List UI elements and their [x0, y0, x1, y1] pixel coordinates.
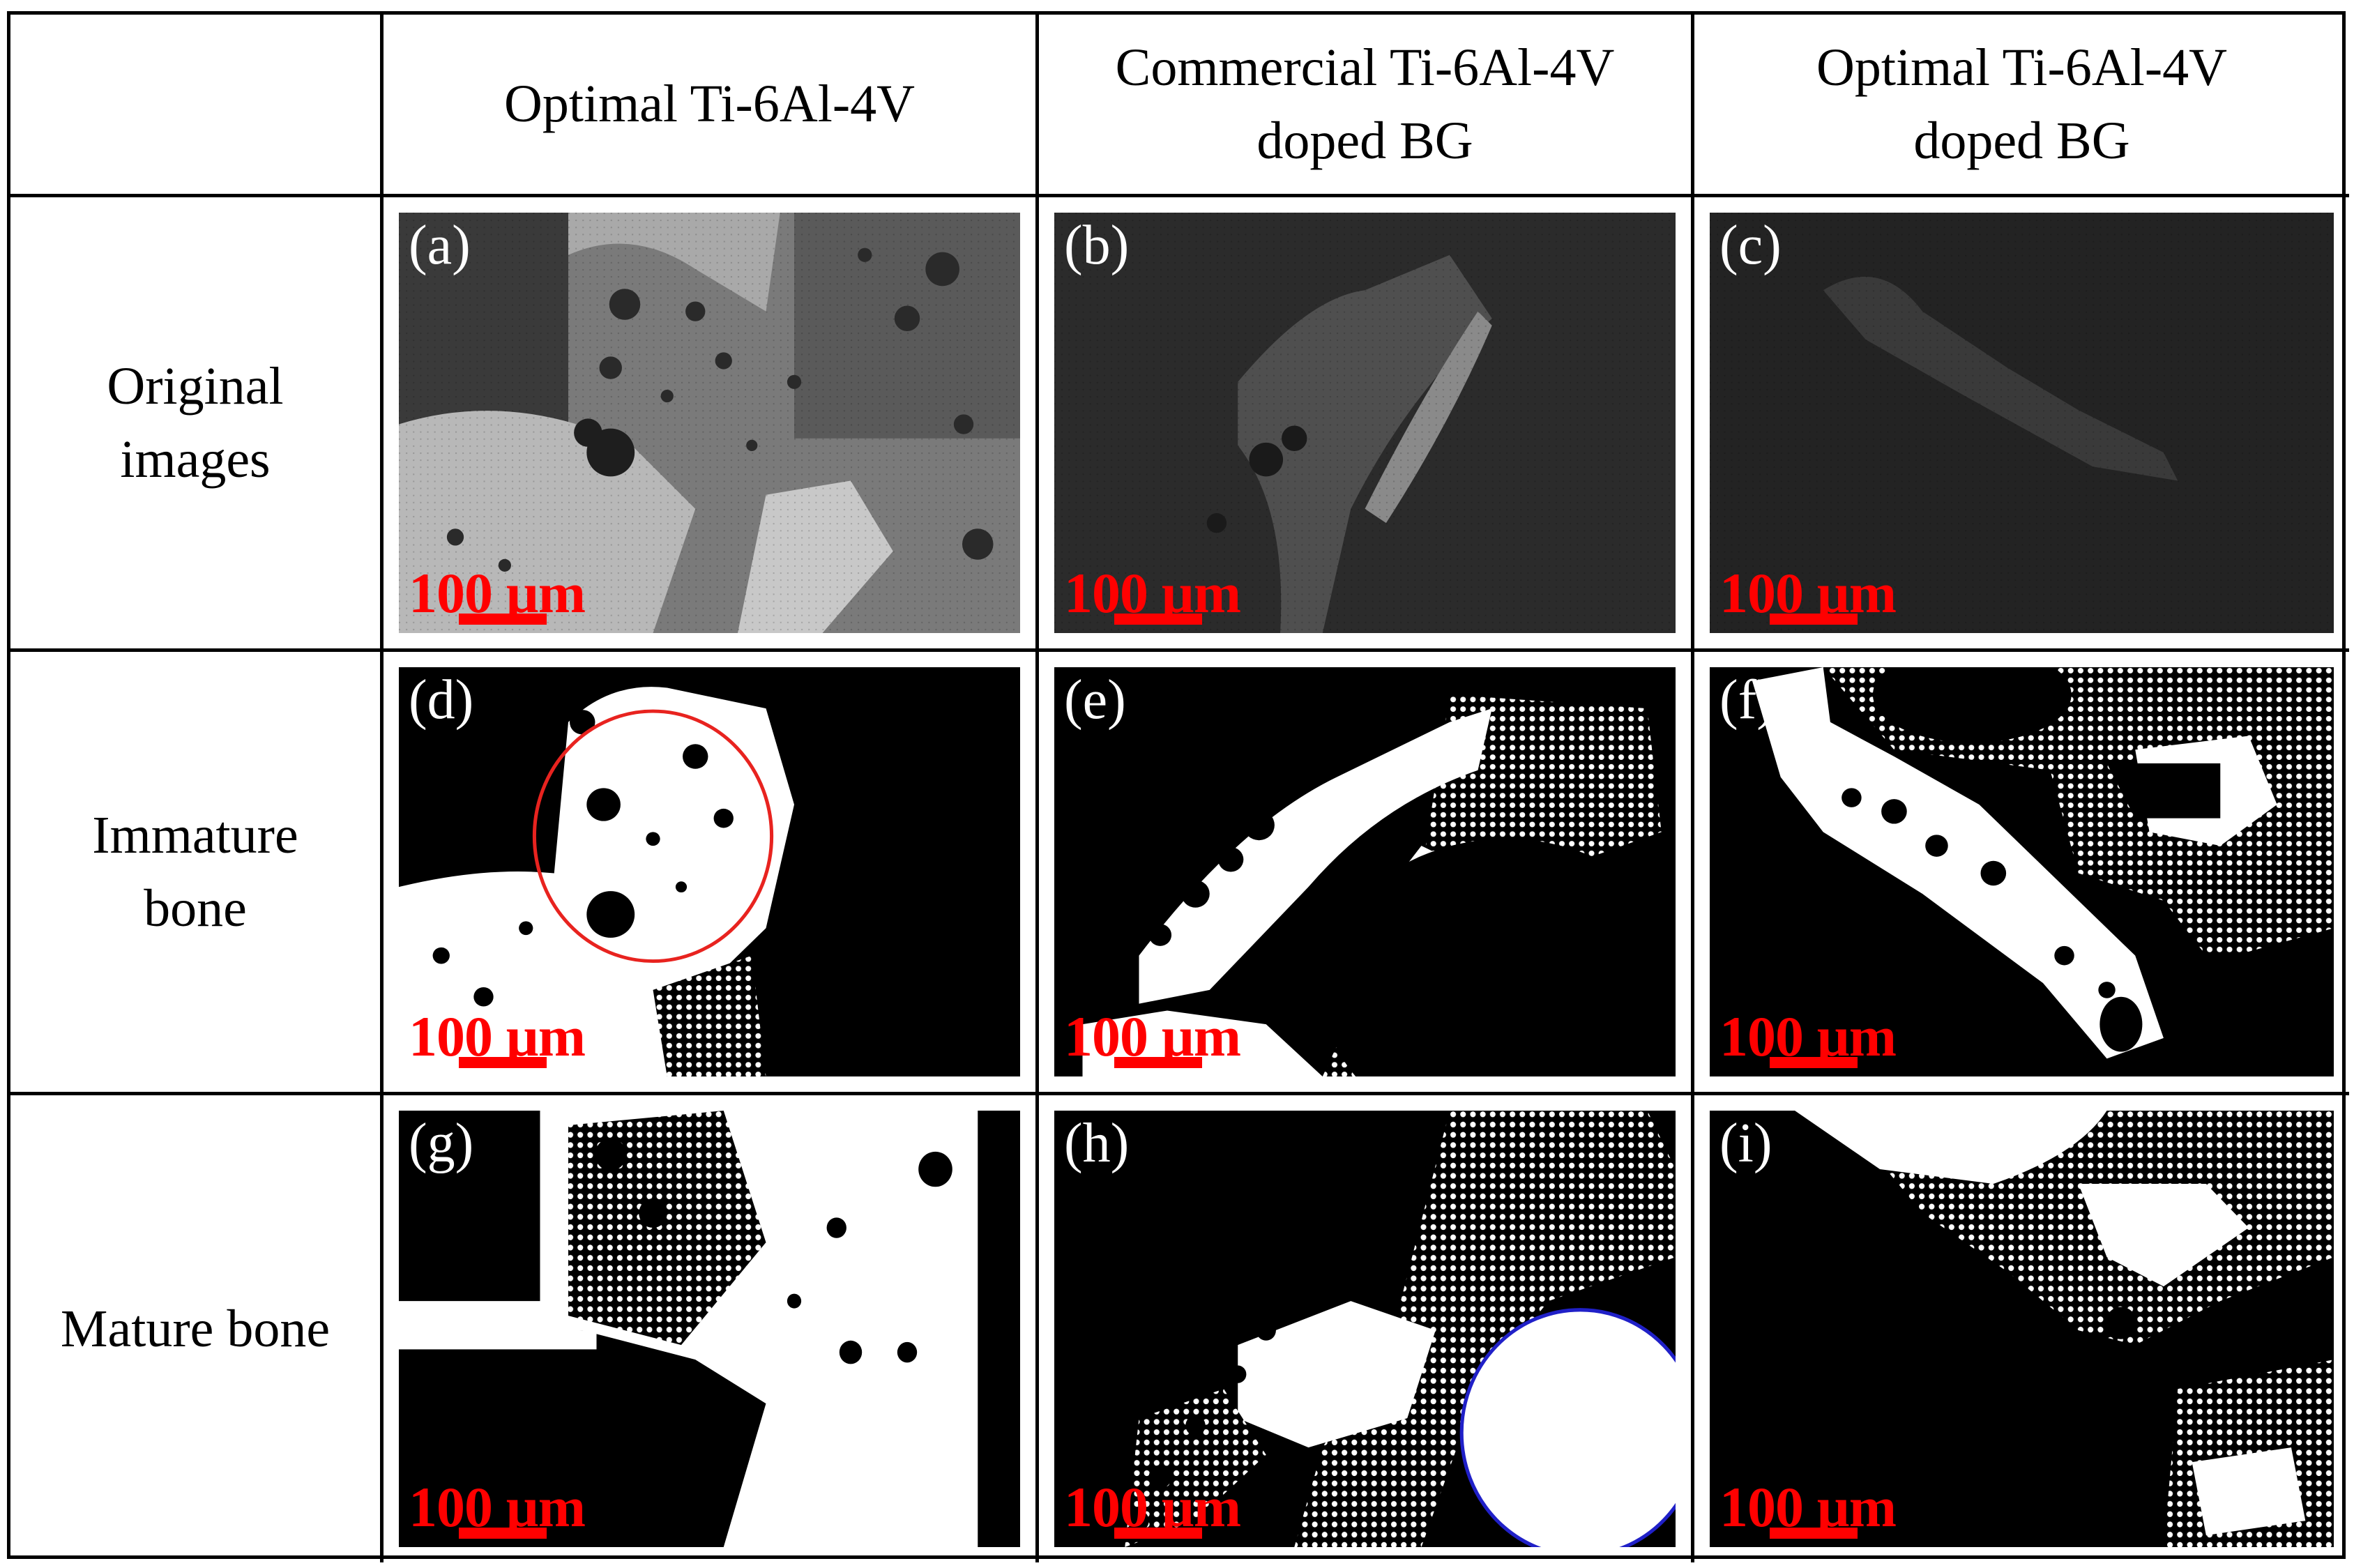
scale-bar [1770, 1528, 1858, 1539]
scale-bar [459, 1057, 547, 1068]
micrograph-i: (i) 100 µm [1710, 1111, 2334, 1547]
micrograph-e: (e) 100 µm [1054, 667, 1676, 1076]
scale-bar [459, 614, 547, 625]
row-label-mature: Mature bone [10, 1095, 384, 1562]
panel-a-cell: (a) 100 µm [384, 197, 1039, 652]
panel-label: (f) [1719, 669, 1775, 731]
figure-table: Optimal Ti-6Al-4V Commercial Ti-6Al-4V d… [7, 11, 2349, 1562]
panel-d-cell: (d) 100 µm [384, 652, 1039, 1095]
micrograph-h: (h) 100 µm [1054, 1111, 1676, 1547]
panel-label: (i) [1719, 1113, 1772, 1174]
column-header-commercial-doped: Commercial Ti-6Al-4V doped BG [1039, 15, 1694, 197]
scale-bar [1770, 1057, 1858, 1068]
scale-bar [1770, 614, 1858, 625]
micrograph-a: (a) 100 µm [399, 213, 1020, 633]
column-header-line: doped BG [1913, 111, 2130, 170]
scale-bar-label: 100 µm [1064, 1475, 1241, 1539]
scale-bar-label: 100 µm [409, 561, 586, 625]
scale-bar-label: 100 µm [409, 1005, 586, 1068]
row-label-line: images [120, 429, 271, 489]
micrograph-c: (c) 100 µm [1710, 213, 2334, 633]
panel-b-cell: (b) 100 µm [1039, 197, 1694, 652]
scale-bar-label: 100 µm [1719, 561, 1897, 625]
panel-label: (e) [1064, 669, 1126, 731]
panel-label: (d) [409, 669, 474, 731]
column-header-optimal-doped: Optimal Ti-6Al-4V doped BG [1694, 15, 2349, 197]
row-label-immature: Immature bone [10, 652, 384, 1095]
panel-f-cell: (f) 100 µm [1694, 652, 2349, 1095]
panel-c-cell: (c) 100 µm [1694, 197, 2349, 652]
scale-bar-label: 100 µm [1064, 561, 1241, 625]
row-label-line: Original [107, 356, 284, 416]
panel-label: (h) [1064, 1113, 1130, 1174]
row-label-line: bone [144, 878, 247, 938]
column-header-optimal: Optimal Ti-6Al-4V [384, 15, 1039, 197]
column-header-label: Optimal Ti-6Al-4V [503, 75, 916, 134]
panel-g-cell: (g) 100 µm [384, 1095, 1039, 1562]
scale-bar-label: 100 µm [409, 1475, 586, 1539]
panel-label: (g) [409, 1113, 474, 1174]
column-header-line: Optimal Ti-6Al-4V [1816, 38, 2228, 97]
panel-i-cell: (i) 100 µm [1694, 1095, 2349, 1562]
corner-cell [10, 15, 384, 197]
scale-bar-label: 100 µm [1719, 1475, 1897, 1539]
panel-e-cell: (e) 100 µm [1039, 652, 1694, 1095]
panel-label: (a) [409, 215, 471, 276]
column-header-line: Commercial Ti-6Al-4V [1115, 38, 1615, 97]
scale-bar-label: 100 µm [1719, 1005, 1897, 1068]
panel-h-cell: (h) 100 µm [1039, 1095, 1694, 1562]
micrograph-b: (b) 100 µm [1054, 213, 1676, 633]
panel-label: (b) [1064, 215, 1130, 276]
panel-label: (c) [1719, 215, 1782, 276]
row-label-line: Mature bone [60, 1299, 331, 1358]
row-label-original: Original images [10, 197, 384, 652]
scale-bar [1114, 614, 1202, 625]
micrograph-g: (g) 100 µm [399, 1111, 1020, 1547]
scale-bar [459, 1528, 547, 1539]
scale-bar-label: 100 µm [1064, 1005, 1241, 1068]
column-header-line: doped BG [1256, 111, 1473, 170]
micrograph-d: (d) 100 µm [399, 667, 1020, 1076]
row-label-line: Immature [92, 805, 298, 865]
micrograph-f: (f) 100 µm [1710, 667, 2334, 1076]
scale-bar [1114, 1057, 1202, 1068]
scale-bar [1114, 1528, 1202, 1539]
